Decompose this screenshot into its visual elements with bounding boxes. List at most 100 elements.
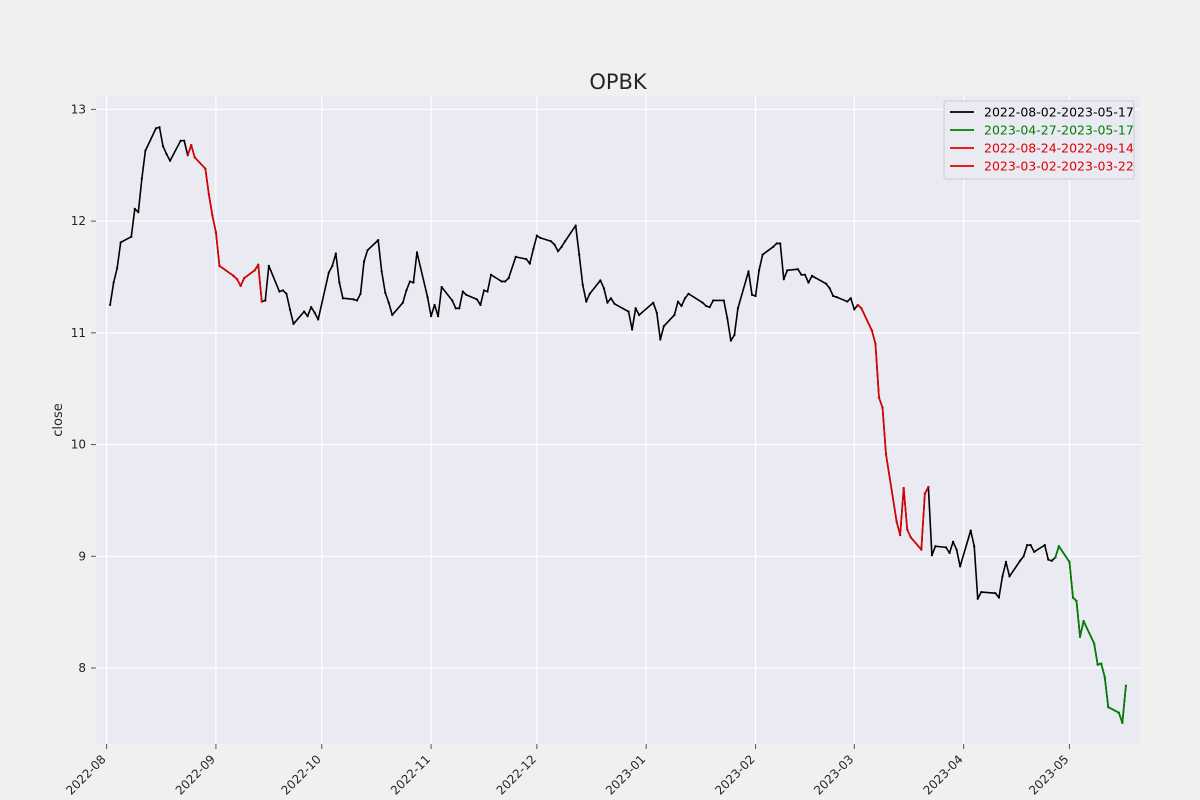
data-point (757, 269, 761, 272)
data-point (944, 546, 948, 549)
data-point (772, 245, 775, 248)
data-point (556, 250, 560, 253)
data-point (387, 301, 390, 304)
data-point (1043, 544, 1046, 547)
data-point (285, 292, 288, 295)
data-point (183, 139, 186, 142)
data-point (440, 285, 443, 289)
data-point (1107, 706, 1110, 709)
data-point (948, 551, 951, 555)
data-point (687, 292, 690, 295)
data-point (959, 565, 962, 568)
data-point (549, 240, 553, 243)
y-tick-label: 12 (71, 214, 86, 228)
data-point (796, 268, 799, 271)
data-point (810, 274, 814, 277)
data-point (553, 243, 556, 246)
data-point (137, 211, 140, 214)
data-point (109, 303, 112, 307)
data-point (433, 303, 436, 307)
data-point (461, 290, 464, 293)
data-point (1001, 575, 1004, 578)
legend-entry: 2023-03-02-2023-03-22 (984, 159, 1134, 174)
y-tick-label: 9 (78, 549, 86, 563)
data-point (144, 149, 147, 152)
data-point (1124, 684, 1127, 688)
data-point (528, 262, 531, 265)
data-point (899, 533, 902, 537)
data-point (232, 274, 235, 277)
data-point (366, 249, 369, 252)
data-point (475, 298, 479, 301)
chart-title: OPBK (589, 70, 648, 94)
data-point (292, 322, 295, 326)
data-point (754, 294, 757, 298)
data-point (733, 333, 736, 337)
data-point (927, 485, 930, 489)
data-point (415, 251, 419, 254)
data-point (631, 328, 634, 331)
data-point (310, 306, 313, 309)
data-point (302, 310, 306, 313)
data-point (352, 298, 355, 301)
legend: 2022-08-02-2023-05-17 2023-04-27-2023-05-… (943, 100, 1135, 180)
data-point (1029, 544, 1032, 547)
data-point (264, 299, 267, 302)
data-point (525, 258, 528, 261)
data-point (779, 242, 782, 245)
data-point (574, 224, 577, 227)
data-point (327, 271, 330, 274)
data-point (260, 300, 263, 303)
legend-entry: 2022-08-02-2023-05-17 (984, 105, 1134, 120)
data-point (214, 231, 218, 234)
data-point (994, 592, 997, 595)
data-point (401, 301, 404, 304)
data-point (331, 264, 334, 267)
data-point (920, 548, 923, 551)
data-point (486, 290, 489, 293)
data-point (207, 193, 210, 196)
data-point (846, 300, 849, 303)
data-point (391, 313, 394, 317)
data-point (1008, 575, 1011, 578)
data-point (161, 145, 165, 148)
data-point (116, 266, 119, 270)
y-axis-label: close (51, 403, 66, 436)
y-axis: 8 9 10 11 12 13 (71, 102, 96, 675)
legend-frame (943, 100, 1135, 180)
data-point (1100, 662, 1103, 665)
data-point (239, 284, 242, 288)
data-point (609, 297, 613, 300)
data-point (588, 292, 591, 295)
data-point (377, 239, 380, 242)
data-point (856, 303, 859, 307)
data-point (426, 296, 429, 299)
data-point (659, 338, 662, 341)
data-point (1096, 663, 1099, 666)
data-point (1026, 544, 1029, 547)
data-point (955, 548, 958, 551)
data-point (705, 304, 708, 308)
data-point (140, 177, 143, 180)
data-point (158, 126, 161, 129)
data-point (906, 528, 909, 531)
data-point (722, 299, 725, 302)
data-point (359, 292, 362, 295)
y-tick-label: 10 (71, 438, 86, 452)
data-point (673, 313, 676, 317)
data-point (606, 301, 609, 304)
data-point (676, 300, 680, 303)
data-point (253, 269, 256, 272)
data-point (1082, 620, 1085, 623)
data-point (408, 280, 412, 283)
data-point (489, 273, 493, 276)
data-point (775, 242, 778, 245)
data-point (451, 299, 454, 302)
data-point (701, 301, 704, 304)
data-point (860, 307, 863, 310)
data-point (627, 310, 630, 313)
data-point (923, 492, 926, 495)
data-point (257, 263, 260, 266)
data-point (1075, 599, 1078, 603)
